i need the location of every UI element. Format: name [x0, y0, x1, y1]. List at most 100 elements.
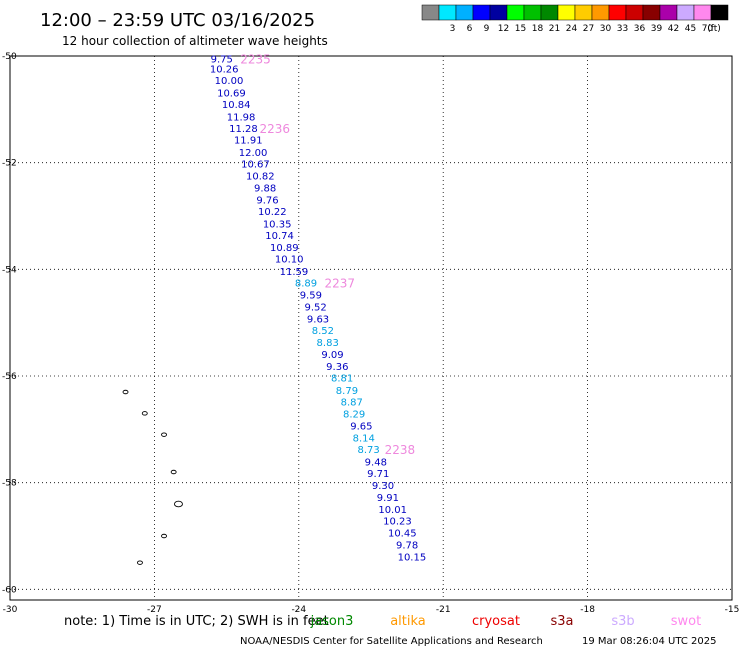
- wave-height-reading: 10.35: [263, 219, 292, 230]
- legend-swatch: [693, 4, 712, 21]
- island-outline: [141, 411, 148, 416]
- wave-height-reading: 8.14: [353, 433, 375, 444]
- legend-swatch: [540, 4, 559, 21]
- legend-swatch: [608, 4, 627, 21]
- wave-height-reading: 9.09: [321, 350, 343, 361]
- legend-swatch: [574, 4, 593, 21]
- legend-swatch-label: 21: [549, 24, 560, 34]
- legend-swatch-label: 45: [685, 24, 696, 34]
- wave-height-reading: 10.00: [215, 76, 244, 87]
- island-outline: [174, 500, 183, 508]
- footer-timestamp: 19 Mar 08:26:04 UTC 2025: [582, 636, 717, 647]
- grid-lines: [10, 56, 732, 600]
- lon-tick-label: -27: [147, 605, 162, 615]
- lat-tick-label: -60: [2, 585, 17, 595]
- legend-swatch-label: 33: [617, 24, 628, 34]
- footer: note: 1) Time is in UTC; 2) SWH is in fe…: [64, 614, 717, 647]
- wave-height-reading: 9.91: [377, 493, 399, 504]
- wave-height-reading: 11.98: [227, 112, 256, 123]
- footer-credit: NOAA/NESDIS Center for Satellite Applica…: [240, 636, 543, 647]
- wave-height-reading: 8.89: [295, 279, 317, 290]
- wave-height-reading: 11.28: [229, 124, 258, 135]
- wave-height-reading: 11.91: [234, 136, 263, 147]
- satellite-label-cryosat: cryosat: [472, 614, 520, 629]
- wave-height-reading: 10.69: [217, 88, 246, 99]
- satellite-legend: jason3 altika cryosat s3a s3b swot: [310, 614, 702, 629]
- color-legend: 3 6 9 12 15 18 21 24 27 30 33 36 39 42 45 70(ft): [421, 4, 729, 34]
- legend-swatch: [642, 4, 661, 21]
- wave-height-reading: 9.75: [211, 55, 233, 66]
- wave-height-reading: 8.81: [331, 374, 353, 385]
- island-outline: [161, 432, 167, 437]
- wave-height-reading: 10.22: [258, 207, 287, 218]
- legend-swatch-label: 15: [515, 24, 526, 34]
- wave-height-reading: 11.59: [280, 267, 309, 278]
- pass-time-label: 2237: [324, 277, 355, 291]
- wave-height-reading: 10.74: [265, 231, 294, 242]
- legend-swatch-label: 3: [450, 24, 456, 34]
- legend-swatch: [506, 4, 525, 21]
- legend-swatch-label: 9: [484, 24, 490, 34]
- wave-height-reading: 10.45: [388, 528, 417, 539]
- wave-height-reading: 10.26: [210, 64, 239, 75]
- plot-frame: [9, 55, 733, 601]
- lat-tick-label: -54: [2, 265, 17, 275]
- satellite-label-altika: altika: [390, 614, 426, 629]
- lon-tick-label: -18: [580, 605, 595, 615]
- wave-height-reading: 10.10: [275, 255, 304, 266]
- wave-height-reading: 8.29: [343, 409, 365, 420]
- legend-unit: (ft): [707, 24, 721, 34]
- wave-height-reading: 8.87: [341, 398, 363, 409]
- legend-swatch-label: 6: [467, 24, 473, 34]
- legend-swatch-label: 39: [651, 24, 663, 34]
- wave-height-reading: 10.23: [383, 517, 412, 528]
- legend-swatch-label: 30: [600, 24, 612, 34]
- pass-time-label: 2235: [240, 53, 271, 67]
- page-title: 12:00 – 23:59 UTC 03/16/2025: [40, 10, 315, 31]
- wave-height-reading: 10.82: [246, 171, 275, 182]
- legend-swatch: [625, 4, 644, 21]
- wave-height-reading: 8.79: [336, 386, 358, 397]
- satellite-label-swot: swot: [671, 614, 701, 629]
- legend-swatch: [710, 4, 729, 21]
- wave-height-reading: 9.48: [365, 457, 387, 468]
- legend-swatch: [659, 4, 678, 21]
- lon-tick-label: -21: [436, 605, 451, 615]
- wave-height-reading: 10.89: [270, 243, 299, 254]
- wave-height-reading: 9.88: [254, 184, 276, 195]
- legend-swatch: [421, 4, 440, 21]
- wave-height-reading: 10.15: [398, 552, 427, 563]
- legend-swatch: [489, 4, 508, 21]
- legend-swatch-label: 12: [498, 24, 509, 34]
- wave-height-reading: 9.30: [372, 481, 394, 492]
- legend-swatch-label: 70: [702, 24, 714, 34]
- legend-swatch-label: 18: [532, 24, 544, 34]
- satellite-label-jason3: jason3: [310, 614, 354, 629]
- legend-swatch-label: 42: [668, 24, 679, 34]
- legend-swatch-label: 27: [583, 24, 594, 34]
- wave-height-reading: 8.52: [312, 326, 334, 337]
- legend-swatch: [557, 4, 576, 21]
- satellite-label-s3b: s3b: [611, 614, 634, 629]
- island-outline: [137, 560, 143, 565]
- wave-height-reading: 9.78: [396, 541, 418, 552]
- legend-swatch: [455, 4, 474, 21]
- footer-note: note: 1) Time is in UTC; 2) SWH is in fe…: [64, 614, 329, 629]
- lat-tick-label: -52: [2, 159, 17, 169]
- wave-height-reading: 10.01: [378, 505, 407, 516]
- legend-swatch: [472, 4, 491, 21]
- wave-height-reading: 10.84: [222, 100, 251, 111]
- wave-height-reading: 8.73: [357, 445, 379, 456]
- page-subtitle: 12 hour collection of altimeter wave hei…: [62, 34, 328, 48]
- axis-ticks: -30 -27 -24 -21 -18 -15 -50 -52 -54 -56 -58 -60: [2, 52, 739, 615]
- pass-time-label: 2238: [385, 443, 416, 457]
- legend-swatch: [676, 4, 695, 21]
- wave-height-reading: 9.59: [300, 290, 322, 301]
- wave-height-reading: 9.76: [256, 195, 278, 206]
- lon-tick-label: -15: [725, 605, 740, 615]
- legend-swatch: [523, 4, 542, 21]
- lat-tick-label: -50: [2, 52, 17, 62]
- satellite-label-s3a: s3a: [550, 614, 573, 629]
